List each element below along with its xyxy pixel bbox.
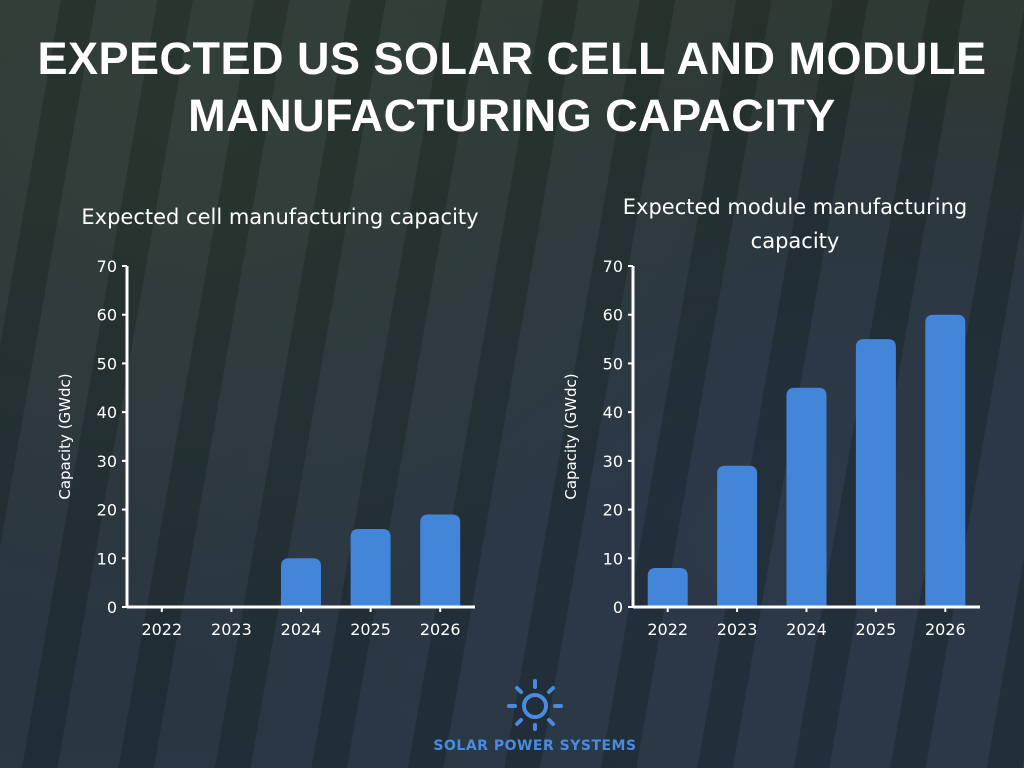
bar-2023	[717, 465, 758, 606]
y-tick-label: 10	[603, 549, 623, 568]
bar-2022	[647, 568, 688, 606]
y-axis-label: Capacity (GWdc)	[562, 373, 580, 499]
y-tick-label: 10	[97, 549, 117, 568]
x-tick-label: 2023	[211, 620, 252, 639]
x-tick-label: 2022	[647, 620, 688, 639]
y-tick-label: 20	[97, 501, 117, 520]
y-tick-label: 30	[603, 452, 623, 471]
x-tick-label: 2023	[717, 620, 758, 639]
x-tick-label: 2026	[925, 620, 966, 639]
x-tick-label: 2025	[856, 620, 897, 639]
y-tick-label: 60	[603, 306, 623, 325]
sun-icon	[507, 679, 563, 731]
y-tick-label: 20	[603, 501, 623, 520]
y-tick-label: 0	[613, 598, 623, 617]
y-tick-label: 0	[107, 598, 117, 617]
x-tick-label: 2026	[420, 620, 461, 639]
y-tick-label: 40	[603, 403, 623, 422]
brand-name: SOLAR POWER SYSTEMS	[433, 738, 637, 754]
x-tick-label: 2022	[141, 620, 182, 639]
cell-chart-title: Expected cell manufacturing capacity	[81, 205, 479, 229]
y-tick-label: 70	[97, 257, 117, 276]
bar-2025	[350, 529, 391, 606]
y-tick-label: 40	[97, 403, 117, 422]
y-tick-label: 50	[97, 354, 117, 373]
bar-2024	[786, 387, 827, 606]
module-chart-title: Expected module manufacturing capacity	[622, 195, 968, 253]
x-tick-label: 2025	[350, 620, 391, 639]
y-axis-label: Capacity (GWdc)	[56, 373, 74, 499]
x-tick-label: 2024	[281, 620, 322, 639]
bar-2024	[281, 558, 321, 606]
bar-2026	[925, 314, 966, 606]
y-tick-label: 50	[603, 354, 623, 373]
page-title: EXPECTED US SOLAR CELL AND MODULE MANUFA…	[37, 33, 987, 141]
bar-2025	[855, 339, 896, 606]
y-tick-label: 60	[97, 306, 117, 325]
y-tick-label: 30	[97, 452, 117, 471]
x-tick-label: 2024	[786, 620, 827, 639]
brand-logo: SOLAR POWER SYSTEMS	[430, 676, 640, 754]
y-tick-label: 70	[603, 257, 623, 276]
bar-2026	[420, 514, 461, 606]
